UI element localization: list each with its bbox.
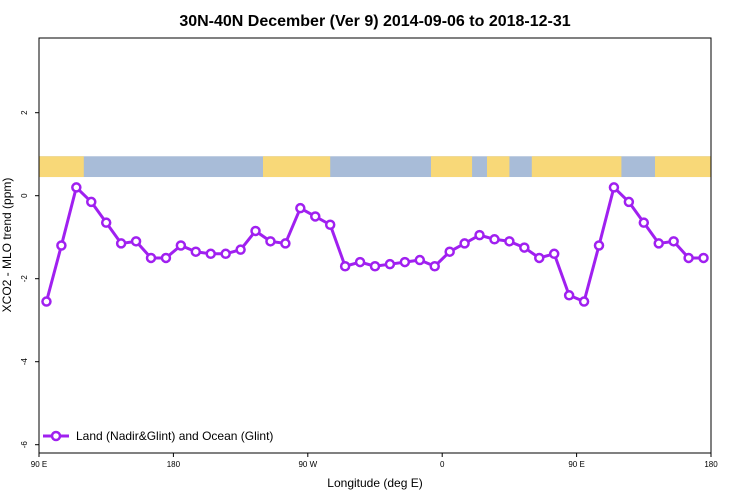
map-land-0	[39, 156, 84, 178]
y-axis: -6 -4 -2 0 2	[20, 110, 39, 448]
data-point-0-34	[548, 248, 560, 260]
data-point-0-32	[519, 242, 530, 253]
data-point-0-11	[205, 248, 216, 260]
y-tick-label-3: 0	[20, 193, 29, 198]
x-tick-label-4: 90 E	[568, 460, 584, 469]
x-tick-label-1: 180	[167, 460, 181, 469]
series-layer	[41, 182, 709, 307]
data-point-0-25	[414, 254, 426, 266]
x-tick-label-3: 0	[440, 460, 445, 469]
map-strip	[39, 156, 711, 178]
data-point-0-39	[623, 196, 635, 208]
data-point-0-35	[563, 290, 575, 301]
y-tick-label-0: -6	[20, 441, 29, 449]
data-point-0-29	[474, 229, 485, 241]
y-tick-label-1: -4	[20, 358, 29, 366]
data-point-0-1	[56, 240, 67, 251]
map-land-3	[487, 156, 510, 178]
data-point-0-16	[280, 238, 291, 249]
data-point-0-23	[384, 258, 396, 270]
legend-entry-label: Land (Nadir&Glint) and Ocean (Glint)	[76, 429, 273, 443]
data-point-0-31	[504, 236, 515, 247]
map-land-4	[531, 156, 622, 178]
data-point-0-12	[220, 248, 231, 260]
data-point-0-26	[429, 261, 440, 272]
data-point-0-20	[339, 261, 351, 272]
data-point-0-33	[534, 252, 545, 264]
data-point-0-5	[115, 238, 127, 249]
data-point-0-37	[593, 240, 605, 251]
data-point-0-8	[160, 252, 172, 264]
data-point-0-17	[295, 202, 306, 214]
data-point-0-41	[653, 238, 664, 249]
plot-frame	[38, 37, 712, 454]
data-point-0-19	[324, 219, 336, 230]
data-point-0-38	[608, 182, 620, 193]
data-point-0-24	[399, 256, 411, 268]
x-tick-label-0: 90 E	[31, 460, 47, 469]
data-point-0-42	[668, 236, 679, 247]
legend-marker-swatch	[50, 430, 62, 442]
x-axis-label: Longitude (deg E)	[327, 476, 422, 490]
data-point-0-9	[175, 240, 187, 251]
data-point-0-28	[459, 238, 470, 249]
map-land-2	[431, 156, 473, 178]
x-tick-label-2: 90 W	[298, 460, 317, 469]
data-point-0-40	[638, 217, 650, 228]
data-point-0-18	[310, 211, 321, 222]
data-point-0-30	[489, 234, 500, 245]
x-tick-label-5: 180	[704, 460, 718, 469]
data-point-0-27	[444, 246, 455, 257]
data-point-0-0	[41, 296, 52, 307]
y-axis-label: XCO2 - MLO trend (ppm)	[0, 178, 14, 313]
map-land-5	[655, 156, 711, 178]
data-point-0-2	[71, 182, 82, 193]
series-line-0	[45, 185, 704, 304]
chart-title: 30N-40N December (Ver 9) 2014-09-06 to 2…	[179, 13, 570, 30]
data-point-0-36	[578, 296, 590, 307]
data-point-0-43	[683, 252, 694, 264]
data-point-0-10	[190, 246, 202, 257]
legend: Land (Nadir&Glint) and Ocean (Glint)	[43, 429, 273, 443]
y-tick-label-4: 2	[20, 110, 29, 115]
data-point-0-44	[698, 252, 709, 264]
data-point-0-7	[145, 252, 157, 264]
data-point-0-6	[130, 236, 142, 247]
data-point-0-22	[369, 261, 381, 272]
data-point-0-21	[354, 256, 366, 268]
data-point-0-15	[265, 236, 276, 247]
data-point-0-13	[235, 244, 246, 255]
x-axis: 90 E 180 90 W 0 90 E 180	[31, 453, 718, 469]
data-point-0-14	[250, 225, 261, 237]
data-point-0-4	[100, 217, 112, 228]
map-land-1	[263, 156, 331, 178]
data-point-0-3	[86, 196, 97, 208]
y-tick-label-2: -2	[20, 275, 29, 283]
